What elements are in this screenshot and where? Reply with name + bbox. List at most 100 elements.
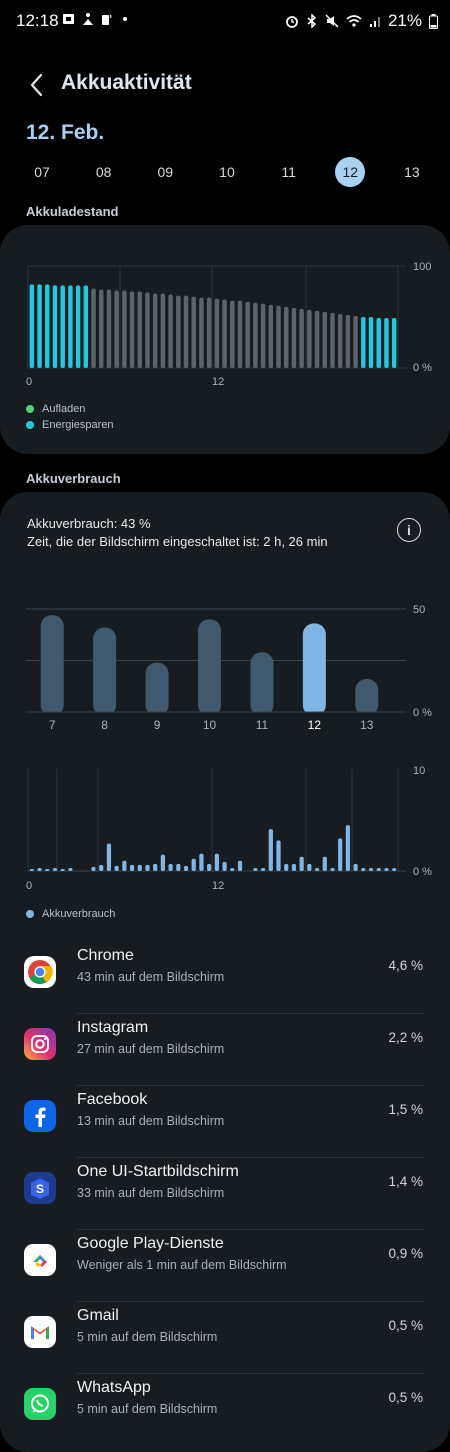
hourly-axis-top-label: 10 xyxy=(413,765,425,777)
app-usage-percent: 1,5 % xyxy=(388,1102,423,1117)
app-name: Chrome xyxy=(77,947,134,964)
hourly-bar xyxy=(122,860,127,871)
hourly-bar xyxy=(37,867,42,871)
app-screen-time: 5 min auf dem Bildschirm xyxy=(77,1330,218,1344)
daily-x-label-11: 11 xyxy=(256,718,269,732)
hourly-bar xyxy=(168,863,173,871)
hourly-bar xyxy=(291,863,297,871)
app-screen-time: 33 min auf dem Bildschirm xyxy=(77,1186,225,1200)
usage-card xyxy=(0,492,450,1452)
app-row-chrome[interactable]: Chrome 43 min auf dem Bildschirm 4,6 % xyxy=(0,942,450,1014)
app-usage-percent: 0,5 % xyxy=(388,1390,423,1405)
hourly-bar xyxy=(353,863,358,871)
info-button[interactable]: i xyxy=(397,518,421,542)
date-10[interactable]: 10 xyxy=(219,164,235,180)
hourly-bar xyxy=(176,863,181,871)
app-row-one-ui-startbildschirm[interactable]: S One UI-Startbildschirm 33 min auf dem Bi… xyxy=(0,1158,450,1230)
app-row-whatsapp[interactable]: WhatsApp 5 min auf dem Bildschirm 0,5 % xyxy=(0,1374,450,1446)
hourly-bar xyxy=(237,860,243,871)
row-divider xyxy=(77,1301,424,1302)
hourly-bar xyxy=(299,856,304,871)
date-12[interactable]: 12 xyxy=(335,157,366,187)
charge-bar xyxy=(268,304,274,368)
energiesparen-legend-label: Energiesparen xyxy=(42,419,114,431)
signal-icon xyxy=(369,17,380,27)
charge-bar xyxy=(122,290,127,368)
hourly-bar xyxy=(230,867,235,871)
charge-bar xyxy=(253,302,258,368)
hourly-bar xyxy=(384,867,389,871)
alarm-icon xyxy=(286,16,298,28)
daily-bar-11 xyxy=(250,652,274,716)
hourly-bar xyxy=(338,838,343,871)
app-usage-percent: 2,2 % xyxy=(388,1030,423,1045)
hourly-bar xyxy=(276,840,281,871)
app-name: One UI-Startbildschirm xyxy=(77,1163,239,1180)
app-usage-list: Chrome 43 min auf dem Bildschirm 4,6 % Inst… xyxy=(0,942,450,1424)
hourly-bar xyxy=(345,825,351,871)
row-divider xyxy=(77,1013,424,1014)
app-row-gmail[interactable]: Gmail 5 min auf dem Bildschirm 0,5 % xyxy=(0,1302,450,1374)
hourly-x-label-0: 0 xyxy=(26,880,32,892)
system-icons: 21% xyxy=(285,11,438,31)
row-divider xyxy=(77,1085,424,1086)
hourly-axis-bottom-label: 0 % xyxy=(413,866,432,878)
hourly-bar xyxy=(114,865,119,871)
hourly-bar xyxy=(307,863,312,871)
hourly-bar xyxy=(145,864,150,871)
charge-bar xyxy=(291,307,297,368)
hourly-bar xyxy=(268,829,273,871)
selected-date-heading: 12. Feb. xyxy=(26,121,105,144)
hourly-bar xyxy=(199,853,204,871)
status-bar: 12:18 21% xyxy=(0,0,450,44)
date-09[interactable]: 09 xyxy=(157,164,174,180)
app-row-facebook[interactable]: Facebook 13 min auf dem Bildschirm 1,5 % xyxy=(0,1086,450,1158)
app-name: Instagram xyxy=(77,1019,149,1036)
charge-bar xyxy=(384,318,389,368)
accessibility-notification-icon xyxy=(83,13,93,25)
app-usage-percent: 1,4 % xyxy=(388,1174,423,1189)
charge-bar xyxy=(322,311,328,368)
app-name: WhatsApp xyxy=(77,1379,151,1396)
hourly-bar xyxy=(153,863,158,871)
date-13[interactable]: 13 xyxy=(404,164,420,180)
gmail-icon xyxy=(24,1316,56,1348)
row-divider xyxy=(77,1373,424,1374)
date-08[interactable]: 08 xyxy=(95,164,112,180)
hourly-bar xyxy=(191,858,196,871)
hourly-x-label-12: 12 xyxy=(212,880,224,892)
daily-x-label-13: 13 xyxy=(360,718,374,732)
google-play-services-icon xyxy=(24,1244,56,1276)
hourly-bar xyxy=(392,867,397,871)
hourly-bar xyxy=(106,843,112,871)
one-ui-home-icon: S xyxy=(24,1172,56,1204)
daily-axis-top-label: 50 xyxy=(413,604,425,616)
charge-bar xyxy=(314,310,320,368)
date-11[interactable]: 11 xyxy=(281,164,296,180)
charge-bar xyxy=(145,292,150,368)
hourly-bar xyxy=(214,853,219,871)
charge-bar xyxy=(45,284,50,368)
page-title: Akkuaktivität xyxy=(61,71,192,94)
hourly-bar xyxy=(160,854,166,871)
charge-bar xyxy=(168,294,173,368)
charge-section-label: Akkuladestand xyxy=(26,204,119,219)
daily-bar-12 xyxy=(302,623,326,716)
info-icon: i xyxy=(407,522,411,538)
hourly-usage-chart: 10 0 % 0 12 xyxy=(26,765,432,892)
back-button[interactable] xyxy=(22,70,50,100)
phone-notification-icon xyxy=(102,14,112,25)
hourly-bar xyxy=(368,867,374,871)
akkuverbrauch-legend-dot xyxy=(26,910,34,918)
app-row-google-play-dienste[interactable]: Google Play-Dienste Weniger als 1 min auf… xyxy=(0,1230,450,1302)
charge-bar xyxy=(376,318,381,368)
hourly-bar xyxy=(29,868,34,871)
bluetooth-icon xyxy=(307,14,317,28)
app-row-instagram[interactable]: Instagram 27 min auf dem Bildschirm 2,2 % xyxy=(0,1014,450,1086)
app-name: Google Play-Dienste xyxy=(77,1235,224,1252)
date-07[interactable]: 07 xyxy=(34,164,50,180)
charge-bar xyxy=(260,303,266,368)
charge-bar xyxy=(353,315,358,368)
charge-bar xyxy=(75,285,81,368)
hourly-bar xyxy=(52,867,58,871)
